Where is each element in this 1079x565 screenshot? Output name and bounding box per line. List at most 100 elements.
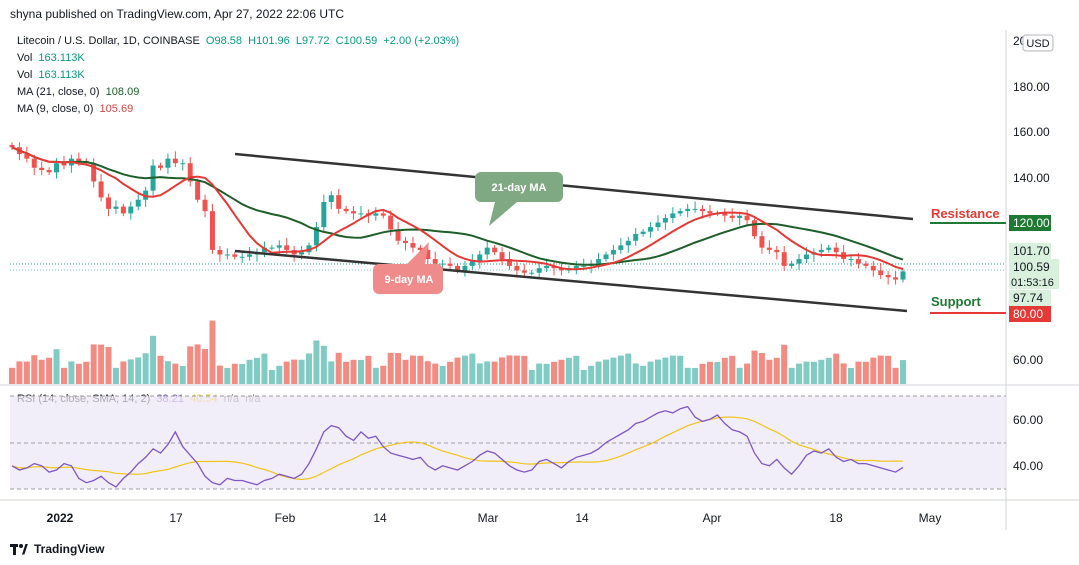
channel-lower-line[interactable] [234, 249, 908, 313]
time-tick-feb14: 14 [373, 511, 387, 525]
candle-body [128, 206, 134, 214]
volume-bar [387, 352, 394, 384]
volume-bar [9, 367, 15, 384]
volume-bar [38, 359, 45, 384]
candle-body [618, 245, 624, 250]
candle-body [863, 263, 869, 266]
ma21-label: MA (21, close, 0) [17, 86, 100, 98]
volume-bar [380, 365, 387, 384]
volume-bar [194, 344, 201, 384]
volume-bar [417, 355, 424, 384]
tradingview-footer[interactable]: TradingView [10, 542, 104, 556]
candlesticks [9, 142, 906, 285]
volume-bar [313, 340, 320, 384]
volume-bar [810, 361, 817, 384]
candle-body [336, 195, 342, 209]
volume-bar [68, 361, 75, 384]
volume-bar [469, 353, 476, 384]
volume-bar [885, 355, 892, 384]
candle-body [380, 213, 386, 216]
candle-body [789, 263, 795, 266]
volume-bar [298, 359, 305, 384]
ma9-callout: 9-day MA [373, 242, 443, 294]
candle-body [558, 268, 564, 271]
vol-label: Vol [17, 69, 33, 81]
volume-bar [350, 359, 357, 384]
volume-bar [409, 355, 416, 384]
tradingview-logo-icon [10, 543, 29, 555]
rsi-tick-60: 60.00 [1013, 413, 1043, 427]
candle-body [135, 199, 141, 207]
candle-body [172, 158, 178, 164]
volume-bar [209, 320, 216, 384]
candle-body [648, 227, 654, 232]
badge-countdown: 01:53:16 [1011, 277, 1054, 289]
candle-body [187, 163, 193, 182]
volume-bar [246, 359, 253, 384]
volume-bar [127, 359, 134, 384]
volume-bar [662, 357, 669, 384]
volume-bar [484, 361, 491, 384]
ma21-legend[interactable]: MA (21, close, 0) 108.09 [17, 86, 139, 98]
candle-body [328, 195, 334, 202]
volume-bar [677, 355, 684, 384]
candle-body [61, 163, 67, 166]
candle-body [870, 265, 876, 271]
volume-bar [135, 357, 142, 384]
price-tick-60: 60.00 [1013, 353, 1043, 367]
volume-bar [870, 357, 877, 384]
vol-value: 163.113K [38, 69, 85, 81]
volume-bar [335, 352, 342, 384]
candle-body [306, 245, 312, 253]
volume-bar [179, 366, 186, 384]
volume-bar [692, 368, 699, 384]
volume-bar [521, 355, 528, 384]
candle-body [76, 158, 82, 161]
candle-body [209, 211, 215, 250]
candle-body [54, 163, 60, 173]
volume-bar [306, 353, 312, 384]
vol-legend-1[interactable]: Vol 163.113K [17, 52, 85, 64]
price-tick-140: 140.00 [1013, 171, 1050, 185]
candle-body [202, 199, 208, 212]
volume-bar [632, 363, 639, 384]
candle-body [388, 215, 394, 230]
volume-bar [320, 345, 327, 384]
ma9-line [11, 146, 904, 271]
volume-bar [744, 363, 751, 384]
volume-bar [31, 355, 38, 384]
badge-last: 100.59 [1013, 260, 1050, 274]
volume-bar [640, 365, 647, 384]
volume-bar [268, 370, 275, 384]
candle-body [737, 215, 743, 218]
volume-bar [788, 367, 795, 384]
candle-body [373, 213, 379, 216]
symbol-name[interactable]: Litecoin / U.S. Dollar, 1D, COINBASE [17, 35, 200, 47]
candle-body [610, 249, 616, 255]
volume-bar [900, 360, 906, 384]
candle-body [521, 270, 527, 273]
volume-bar [105, 347, 112, 384]
candle-body [885, 275, 891, 278]
candle-body [321, 202, 327, 228]
currency-button[interactable]: USD [1022, 34, 1054, 52]
candle-body [284, 245, 290, 250]
candle-body [878, 270, 884, 276]
candle-body [499, 252, 505, 260]
candle-body [484, 247, 490, 255]
candle-body [655, 222, 661, 228]
channel-upper-line[interactable] [234, 152, 914, 221]
volume-bar [625, 353, 632, 384]
volume-bar [729, 355, 736, 384]
vol-legend-2[interactable]: Vol 163.113K [17, 69, 85, 81]
volume-bar [172, 363, 179, 384]
ma21-callout-text: 21-day MA [491, 182, 546, 194]
candle-body [224, 254, 230, 256]
time-tick-jan17: 17 [169, 511, 183, 525]
candle-body [744, 215, 750, 221]
badge-low: 97.74 [1013, 291, 1043, 305]
volume-bar [90, 344, 97, 384]
ma9-legend[interactable]: MA (21, close, 0) MA (9, close, 0) 105.6… [17, 103, 133, 115]
resistance-label: Resistance [931, 206, 1000, 221]
